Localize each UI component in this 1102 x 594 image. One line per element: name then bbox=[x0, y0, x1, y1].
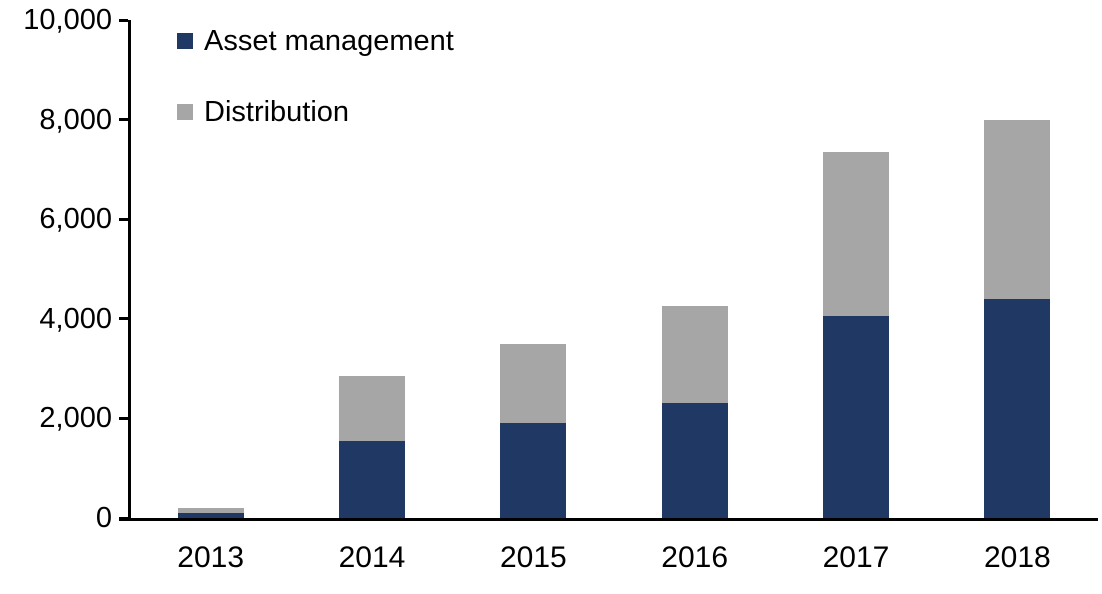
legend-swatch-icon bbox=[177, 33, 193, 49]
bar-segment-distribution-2014 bbox=[339, 376, 405, 441]
y-tick-mark bbox=[119, 217, 128, 221]
bar-segment-asset-management-2017 bbox=[823, 316, 889, 518]
x-category-label-2013: 2013 bbox=[177, 541, 245, 574]
y-tick-label: 4,000 bbox=[39, 302, 112, 335]
bar-segment-asset-management-2013 bbox=[177, 513, 244, 518]
legend-item-distribution: Distribution bbox=[177, 96, 349, 128]
bar-segment-distribution-2015 bbox=[500, 343, 567, 424]
y-tick-mark bbox=[119, 317, 128, 321]
bar-segment-asset-management-2014 bbox=[339, 440, 405, 518]
y-tick-mark bbox=[119, 516, 128, 520]
bar-segment-asset-management-2015 bbox=[500, 423, 567, 518]
y-tick-label: 2,000 bbox=[39, 402, 112, 435]
bar-segment-distribution-2016 bbox=[661, 306, 728, 404]
x-category-label-2016: 2016 bbox=[661, 541, 729, 574]
x-category-label-2015: 2015 bbox=[499, 541, 567, 574]
y-tick-label: 10,000 bbox=[23, 4, 112, 36]
legend-swatch-icon bbox=[177, 104, 193, 120]
y-axis-line bbox=[128, 20, 131, 521]
y-tick-mark bbox=[119, 416, 128, 420]
bar-segment-asset-management-2016 bbox=[661, 403, 728, 518]
x-category-label-2018: 2018 bbox=[983, 541, 1051, 574]
x-category-label-2014: 2014 bbox=[338, 541, 406, 574]
y-tick-label: 6,000 bbox=[39, 203, 112, 236]
y-tick-mark bbox=[119, 18, 128, 22]
x-axis-line bbox=[119, 518, 1098, 521]
y-tick-label: 0 bbox=[95, 502, 112, 534]
legend-label: Asset management bbox=[204, 25, 454, 57]
bar-segment-distribution-2013 bbox=[177, 508, 244, 513]
y-tick-label: 8,000 bbox=[39, 103, 112, 136]
bar-segment-asset-management-2018 bbox=[984, 298, 1051, 518]
x-category-label-2017: 2017 bbox=[822, 541, 890, 574]
y-tick-mark bbox=[119, 118, 128, 122]
bar-segment-distribution-2018 bbox=[984, 119, 1051, 299]
legend-item-asset-management: Asset management bbox=[177, 25, 454, 57]
bar-segment-distribution-2017 bbox=[823, 151, 889, 317]
legend-label: Distribution bbox=[204, 96, 350, 128]
